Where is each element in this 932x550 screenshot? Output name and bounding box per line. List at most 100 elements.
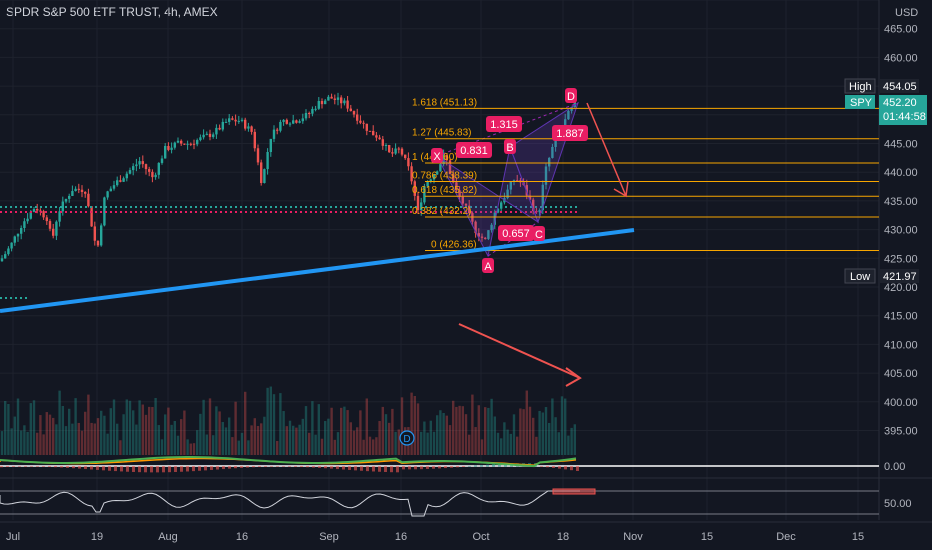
- volume-bar: [356, 427, 359, 455]
- y-tick-label: 460.00: [884, 52, 918, 64]
- volume-bar: [128, 400, 132, 455]
- rsi-line: [0, 490, 580, 517]
- volume-bar: [36, 432, 39, 455]
- macd-histogram-bar: [186, 466, 189, 472]
- x-tick-label: 15: [701, 531, 713, 543]
- candle-body: [29, 211, 32, 219]
- candle-body: [490, 224, 493, 231]
- harmonic-point-badge: [504, 139, 516, 154]
- candle-body: [349, 108, 352, 112]
- volume-bars: [0, 386, 576, 455]
- candle-body: [372, 130, 375, 136]
- candle-body: [7, 248, 10, 255]
- candle-body: [292, 120, 295, 124]
- macd-histogram-bar: [84, 466, 87, 470]
- volume-bar: [314, 434, 317, 455]
- candle-body: [365, 123, 368, 131]
- candle-body: [16, 233, 20, 237]
- harmonic-point-badge: [533, 226, 545, 241]
- volume-bar: [218, 411, 221, 455]
- candle-body: [112, 185, 116, 189]
- candle-body: [455, 182, 458, 191]
- candle-body: [301, 118, 304, 122]
- volume-bar: [410, 392, 413, 455]
- candle-body: [224, 121, 228, 123]
- volume-bar: [205, 434, 208, 455]
- macd-histogram-bar: [54, 466, 57, 468]
- high-badge: High 454.05: [844, 78, 919, 94]
- macd-histogram-bar: [24, 466, 27, 467]
- macd-histogram-bar: [282, 466, 285, 467]
- volume-bar: [493, 416, 496, 455]
- volume-bar: [144, 414, 148, 455]
- volume-bar: [77, 422, 80, 455]
- time-axis[interactable]: Jul 19 Aug 16 Sep 16 Oct 18 Nov 15 Dec 15: [6, 531, 864, 543]
- y-tick-label: 440.00: [884, 167, 918, 179]
- macd-histogram-bar: [66, 466, 69, 468]
- harmonic-ratio-badge: [552, 125, 588, 141]
- candle-body: [340, 97, 343, 104]
- ascending-trendline[interactable]: [0, 228, 635, 313]
- volume-bar: [231, 437, 234, 455]
- macd-histogram-bar: [120, 466, 123, 472]
- volume-bar: [10, 428, 13, 455]
- volume-bar: [100, 410, 103, 455]
- candle-body: [352, 111, 356, 115]
- candle-body: [154, 174, 157, 178]
- volume-bar: [394, 431, 397, 455]
- volume-bar: [119, 440, 122, 455]
- candles: [0, 92, 576, 262]
- candle-body: [96, 240, 100, 246]
- volume-bar: [295, 427, 298, 455]
- volume-bar: [381, 406, 384, 455]
- candle-body: [544, 166, 548, 185]
- volume-bar: [74, 398, 77, 455]
- candle-body: [148, 169, 151, 172]
- volume-bar: [192, 443, 196, 455]
- macd-histogram-bar: [570, 466, 573, 471]
- candle-body: [362, 122, 365, 124]
- volume-bar: [516, 436, 519, 455]
- volume-bar: [263, 416, 266, 455]
- volume-bar: [26, 431, 29, 455]
- candle-body: [42, 211, 45, 218]
- volume-bar: [32, 400, 36, 455]
- harmonic-point-label: X: [433, 151, 441, 163]
- candle-body: [141, 161, 144, 165]
- macd-histogram-bar: [216, 466, 219, 470]
- macd-histogram-bar: [102, 466, 105, 471]
- candle-body: [192, 143, 196, 145]
- volume-bar: [468, 434, 471, 455]
- candle-body: [170, 147, 173, 150]
- volume-bar: [103, 415, 106, 455]
- candle-body: [122, 178, 125, 182]
- candle-body: [413, 181, 416, 196]
- candle-body: [573, 100, 576, 108]
- candle-body: [240, 119, 244, 121]
- volume-bar: [279, 393, 282, 455]
- rsi-mid-label: 50.00: [884, 498, 912, 510]
- candle-body: [436, 171, 439, 175]
- volume-bar: [336, 432, 340, 455]
- dividend-marker[interactable]: D: [399, 430, 415, 446]
- candle-body: [480, 236, 484, 238]
- macd-histogram-bar: [18, 466, 21, 467]
- volume-bar: [400, 397, 404, 455]
- candle-body: [452, 173, 455, 183]
- candle-body: [464, 203, 468, 206]
- candle-body: [87, 193, 90, 207]
- volume-bar: [256, 426, 260, 455]
- volume-bar: [215, 406, 218, 455]
- candle-body: [205, 133, 208, 135]
- volume-bar: [292, 425, 295, 455]
- volume-bar: [298, 424, 301, 455]
- macd-histogram-bar: [270, 466, 273, 467]
- volume-bar: [173, 420, 176, 455]
- volume-bar: [250, 425, 253, 455]
- macd-histogram-bar: [138, 466, 141, 473]
- macd-histogram-bar: [426, 466, 429, 469]
- candle-body: [157, 162, 160, 175]
- candle-body: [36, 208, 39, 211]
- macd-histogram-bar: [486, 464, 489, 467]
